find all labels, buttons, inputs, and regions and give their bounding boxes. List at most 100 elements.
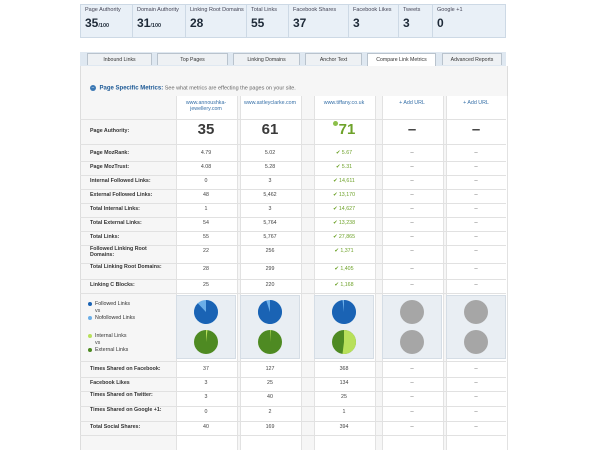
row-divider	[80, 421, 506, 422]
social-label: Total Social Shares:	[90, 424, 141, 430]
social-value: --	[474, 424, 478, 430]
tab-linking-domains[interactable]: Linking Domains	[233, 53, 300, 65]
pie-charts	[194, 300, 218, 354]
metric-value: 54	[203, 220, 209, 226]
stat-value: 3	[353, 16, 360, 30]
social-label: Times Shared on Facebook:	[90, 366, 161, 372]
metric-value: ✔ 14,627	[332, 206, 356, 212]
tab-inbound-links[interactable]: Inbound Links	[87, 53, 152, 65]
stat-value: 55	[251, 16, 265, 30]
legend-text: Followed Links	[95, 301, 131, 307]
row-divider	[80, 189, 506, 190]
row-divider	[80, 175, 506, 176]
stat-value: 28	[190, 16, 204, 30]
row-divider	[80, 231, 506, 232]
tab-compare-link-metrics[interactable]: Compare Link Metrics	[367, 53, 436, 67]
internal-pie-slice	[206, 330, 208, 342]
metric-value: --	[474, 178, 478, 184]
tab-top-pages[interactable]: Top Pages	[157, 53, 228, 65]
metric-value: --	[410, 248, 414, 254]
row-divider	[80, 406, 506, 407]
page-authority-value: –	[382, 121, 442, 138]
metric-value: ✔ 13,238	[332, 220, 356, 226]
row-divider	[80, 161, 506, 162]
social-value: 1	[342, 409, 346, 415]
metric-value: --	[474, 248, 478, 254]
social-value: 3	[204, 380, 208, 386]
metric-value: 256	[265, 248, 275, 254]
social-value: --	[474, 380, 478, 386]
metric-value: --	[474, 220, 478, 226]
legend-dot-icon	[88, 301, 92, 306]
followed-pie-slice	[258, 300, 282, 324]
metric-value: 3	[268, 206, 272, 212]
metric-value: ✔ 1,168	[334, 282, 354, 288]
value-text: 61	[261, 121, 279, 138]
metric-value: --	[410, 192, 414, 198]
tab-bar: Inbound Links Top Pages Linking Domains Anc…	[80, 52, 506, 67]
check-circle-icon	[332, 121, 338, 126]
metric-value: --	[474, 206, 478, 212]
social-value: --	[410, 409, 414, 415]
followed-pie-empty-remainder	[400, 300, 424, 324]
add-url-link[interactable]: + Add URL	[463, 100, 489, 106]
pie-chart-box	[240, 295, 300, 359]
metric-value: 5.02	[264, 150, 276, 156]
metric-value: 220	[265, 282, 275, 288]
social-value: --	[474, 394, 478, 400]
tab-advanced-reports[interactable]: Advanced Reports	[442, 53, 502, 65]
metric-label: Total External Links:	[90, 220, 142, 226]
pie-legend-links: Followed Links vs Nofollowed Links	[88, 301, 135, 322]
metric-value: --	[474, 234, 478, 240]
metric-value: --	[410, 150, 414, 156]
row-divider	[80, 263, 506, 264]
stat-label: Total Links	[251, 7, 277, 13]
social-value: 40	[203, 424, 209, 430]
pie-chart-box	[314, 295, 374, 359]
value-text: 35	[197, 121, 215, 138]
social-label: Facebook Likes	[90, 380, 130, 386]
legend-item: vs	[88, 308, 135, 315]
pie-chart-box	[382, 295, 442, 359]
stat-tweets: Tweets 3	[399, 5, 433, 37]
stat-suffix: /100	[150, 23, 162, 29]
metric-value: 48	[203, 192, 209, 198]
add-url-link[interactable]: + Add URL	[399, 100, 425, 106]
page-authority-value: 61	[240, 121, 300, 138]
followed-pie-slice	[194, 300, 218, 324]
row-divider	[80, 217, 506, 218]
stat-label: Linking Root Domains	[190, 7, 244, 13]
pie-charts	[332, 300, 356, 354]
stat-label: Facebook Shares	[293, 7, 337, 13]
value-text: –	[407, 121, 417, 138]
legend-text: vs	[95, 340, 101, 346]
social-value: --	[410, 380, 414, 386]
stat-value: 0	[437, 16, 444, 30]
pie-legend-internal: Internal Links vs External Links	[88, 333, 128, 354]
legend-text: Nofollowed Links	[95, 315, 136, 321]
page-authority-value: 35	[176, 121, 236, 138]
metric-value: 28	[203, 266, 209, 272]
collapse-icon[interactable]: −	[90, 85, 96, 91]
social-value: 40	[267, 394, 273, 400]
legend-dot-icon	[88, 315, 92, 320]
social-value: 25	[341, 394, 347, 400]
social-value: --	[410, 424, 414, 430]
value-text: 71	[338, 121, 356, 138]
social-value: 2	[268, 409, 272, 415]
metric-value: --	[410, 178, 414, 184]
tab-anchor-text[interactable]: Anchor Text	[305, 53, 362, 65]
metric-value: --	[410, 234, 414, 240]
social-label: Times Shared on Google +1:	[90, 407, 162, 413]
stat-linking-root-domains: Linking Root Domains 28	[186, 5, 247, 37]
metric-value: 25	[203, 282, 209, 288]
internal-pie-empty-remainder	[400, 330, 424, 354]
metric-label: Page MozTrust:	[90, 164, 130, 170]
social-value: 25	[267, 380, 273, 386]
legend-text: External Links	[95, 347, 129, 353]
section-description: See what metrics are effecting the pages…	[164, 85, 296, 92]
social-value: 0	[204, 409, 208, 415]
metric-value: --	[474, 150, 478, 156]
social-value: 127	[265, 366, 275, 372]
metric-label: External Followed Links:	[90, 192, 153, 198]
